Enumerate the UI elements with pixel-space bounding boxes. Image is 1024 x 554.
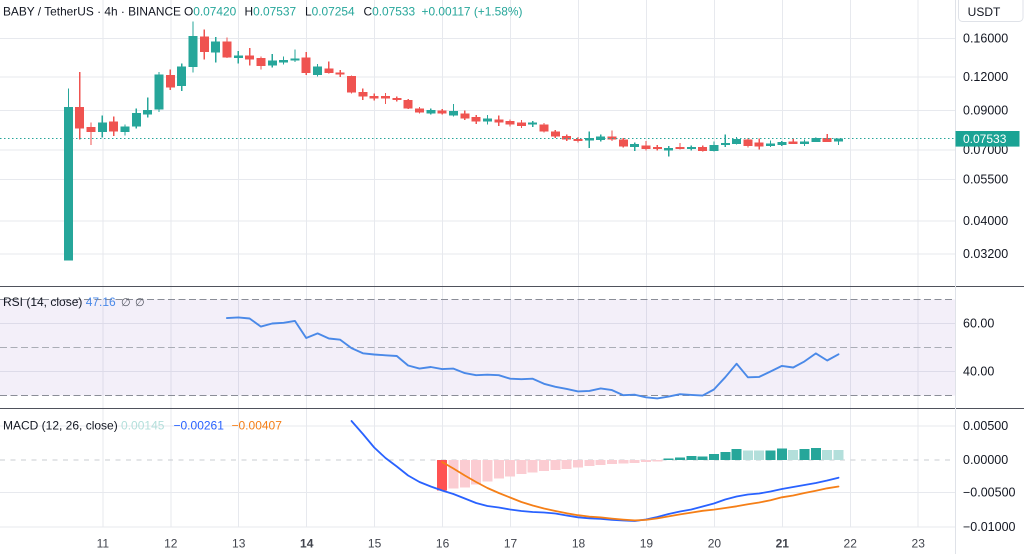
svg-text:0.09000: 0.09000	[963, 104, 1008, 118]
svg-text:0.07533: 0.07533	[963, 132, 1007, 146]
svg-text:22: 22	[844, 537, 858, 551]
svg-text:H0.07537: H0.07537	[245, 4, 297, 18]
svg-text:14: 14	[300, 537, 314, 551]
svg-text:12: 12	[164, 537, 178, 551]
svg-text:RSI (14, close) 47.16: RSI (14, close) 47.16	[3, 295, 116, 309]
svg-text:40.00: 40.00	[963, 365, 994, 379]
svg-text:O0.07420: O0.07420	[184, 4, 237, 18]
svg-text:0.00500: 0.00500	[963, 419, 1008, 433]
svg-text:+0.00117 (+1.58%): +0.00117 (+1.58%)	[422, 4, 523, 18]
svg-text:MACD (12, 26, close) 0.00145 −: MACD (12, 26, close) 0.00145 −0.00261 −0…	[3, 419, 282, 433]
svg-text:21: 21	[776, 537, 790, 551]
svg-text:−0.01000: −0.01000	[963, 520, 1016, 534]
svg-text:17: 17	[504, 537, 518, 551]
svg-text:L0.07254: L0.07254	[305, 4, 355, 18]
svg-text:18: 18	[572, 537, 586, 551]
svg-text:−0.00500: −0.00500	[963, 486, 1016, 500]
svg-text:0.00000: 0.00000	[963, 453, 1008, 467]
svg-text:60.00: 60.00	[963, 317, 994, 331]
svg-text:0.04000: 0.04000	[963, 214, 1008, 228]
svg-text:23: 23	[912, 537, 926, 551]
svg-text:0.05500: 0.05500	[963, 173, 1008, 187]
svg-text:USDT: USDT	[968, 5, 1001, 19]
svg-text:13: 13	[232, 537, 246, 551]
svg-text:11: 11	[97, 537, 110, 551]
svg-text:0.12000: 0.12000	[963, 70, 1008, 84]
svg-text:0.16000: 0.16000	[963, 32, 1008, 46]
svg-text:0.03200: 0.03200	[963, 247, 1008, 261]
svg-text:19: 19	[640, 537, 654, 551]
svg-text:C0.07533: C0.07533	[364, 4, 416, 18]
svg-text:16: 16	[436, 537, 450, 551]
svg-text:20: 20	[708, 537, 722, 551]
svg-text:15: 15	[368, 537, 382, 551]
svg-text:BABY / TetherUS · 4h · BINANCE: BABY / TetherUS · 4h · BINANCE	[3, 4, 181, 18]
